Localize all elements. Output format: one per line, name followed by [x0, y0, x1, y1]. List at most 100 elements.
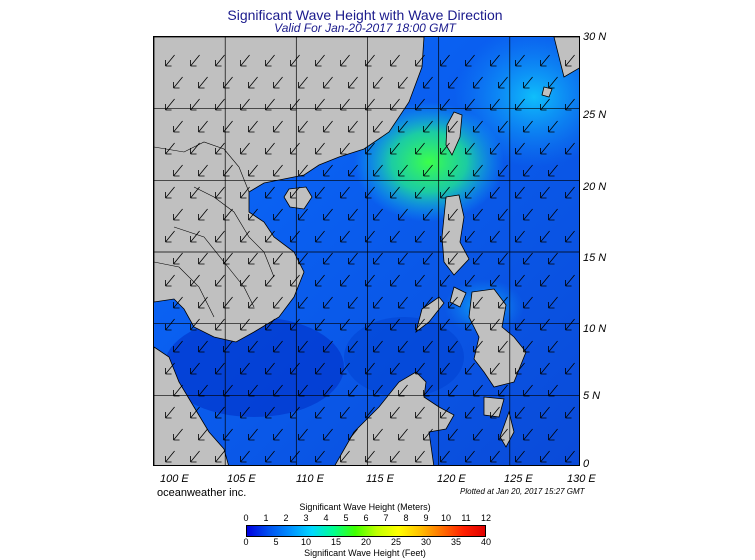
- wave-arrow: [523, 384, 533, 397]
- wave-arrow: [173, 76, 183, 89]
- wave-arrow: [448, 208, 458, 221]
- wave-arrow: [565, 98, 575, 111]
- wave-arrow: [498, 164, 508, 177]
- wave-arrow: [548, 208, 558, 221]
- wave-arrow: [265, 98, 275, 111]
- wave-arrow: [273, 428, 283, 441]
- wave-arrow: [390, 450, 400, 463]
- wave-arrow: [390, 362, 400, 375]
- wave-arrow: [490, 406, 500, 419]
- wave-arrow: [548, 384, 558, 397]
- wave-arrow: [348, 120, 358, 133]
- wave-arrow: [523, 296, 533, 309]
- wave-arrow: [298, 208, 308, 221]
- wave-arrow: [273, 252, 283, 265]
- wave-arrow: [440, 98, 450, 111]
- wave-arrow: [448, 296, 458, 309]
- wave-arrow: [348, 296, 358, 309]
- wave-arrow: [198, 120, 208, 133]
- wave-arrow: [423, 164, 433, 177]
- wave-arrow: [265, 406, 275, 419]
- meters-tick-6: 6: [363, 513, 369, 523]
- wave-arrow: [348, 164, 358, 177]
- wave-arrow: [540, 230, 550, 243]
- wave-arrow: [323, 164, 333, 177]
- wave-arrow: [515, 54, 525, 67]
- wave-arrow: [490, 186, 500, 199]
- wave-arrow: [273, 164, 283, 177]
- wave-arrow: [165, 142, 175, 155]
- wave-arrow: [540, 54, 550, 67]
- wave-arrow: [365, 318, 375, 331]
- wave-arrow: [365, 362, 375, 375]
- wave-arrow: [215, 274, 225, 287]
- wave-arrow: [473, 76, 483, 89]
- feet-tick-2: 10: [300, 537, 311, 547]
- lat-label-0: 0: [583, 458, 590, 470]
- wave-arrow: [265, 450, 275, 463]
- wave-arrow: [315, 406, 325, 419]
- wave-arrow: [298, 428, 308, 441]
- wave-arrow: [198, 208, 208, 221]
- wave-arrow: [165, 274, 175, 287]
- wave-arrow: [373, 208, 383, 221]
- wave-arrow: [465, 406, 475, 419]
- wave-arrow: [540, 406, 550, 419]
- wave-arrow: [465, 274, 475, 287]
- wave-arrow: [365, 142, 375, 155]
- wave-arrow: [223, 340, 233, 353]
- wave-arrow: [365, 274, 375, 287]
- wave-arrow: [523, 428, 533, 441]
- wave-arrow: [565, 230, 575, 243]
- wave-arrow: [290, 230, 300, 243]
- lat-label-10: 10 N: [583, 323, 607, 335]
- wave-arrow: [223, 252, 233, 265]
- wave-arrow: [415, 362, 425, 375]
- meters-tick-9: 9: [423, 513, 429, 523]
- wave-arrow: [290, 54, 300, 67]
- lat-label-20: 20 N: [583, 181, 607, 193]
- high-wave-patch: [354, 102, 504, 222]
- wave-arrow: [548, 76, 558, 89]
- wave-arrow: [298, 340, 308, 353]
- wave-arrow: [323, 296, 333, 309]
- wave-map: [153, 36, 580, 466]
- wave-arrow: [340, 142, 350, 155]
- wave-arrow: [290, 142, 300, 155]
- wave-arrow: [415, 406, 425, 419]
- wave-arrow: [465, 98, 475, 111]
- wave-arrow: [298, 120, 308, 133]
- lon-label-110: 110 E: [296, 473, 324, 485]
- wave-arrow: [465, 142, 475, 155]
- wave-arrow: [315, 362, 325, 375]
- wave-arrow: [190, 362, 200, 375]
- wave-arrow: [473, 164, 483, 177]
- wave-arrow: [223, 120, 233, 133]
- wave-arrow: [298, 76, 308, 89]
- wave-arrow: [190, 406, 200, 419]
- wave-arrow: [373, 296, 383, 309]
- feet-tick-8: 40: [480, 537, 491, 547]
- wave-arrow: [323, 384, 333, 397]
- wave-arrow: [440, 406, 450, 419]
- wave-arrow: [498, 428, 508, 441]
- wave-arrow: [165, 406, 175, 419]
- wave-arrow: [440, 230, 450, 243]
- wave-arrow: [240, 186, 250, 199]
- wave-arrow: [265, 318, 275, 331]
- wave-arrow: [515, 318, 525, 331]
- wave-arrow: [548, 340, 558, 353]
- wave-arrow: [523, 164, 533, 177]
- wave-arrow: [215, 318, 225, 331]
- wave-arrow: [265, 230, 275, 243]
- wave-arrow: [523, 120, 533, 133]
- wave-arrow: [165, 230, 175, 243]
- wave-arrow: [190, 186, 200, 199]
- wave-arrow: [165, 98, 175, 111]
- wave-arrow: [440, 54, 450, 67]
- wave-arrow: [340, 318, 350, 331]
- wave-arrow: [423, 384, 433, 397]
- wave-arrow: [565, 362, 575, 375]
- meters-tick-7: 7: [383, 513, 389, 523]
- wave-arrow: [315, 54, 325, 67]
